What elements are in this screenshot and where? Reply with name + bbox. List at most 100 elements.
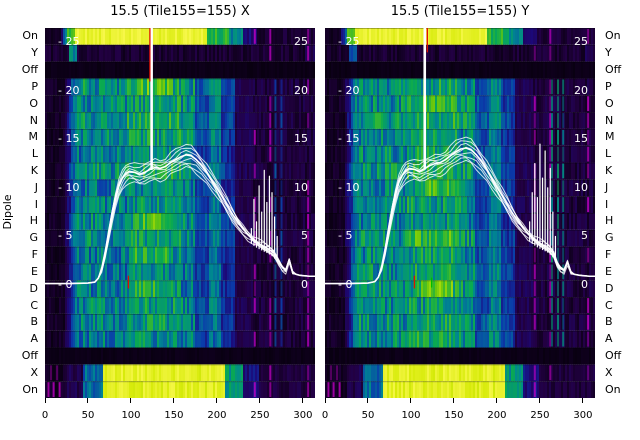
dipole-row-label-left: G <box>29 231 38 245</box>
panel-y-title: 15.5 (Tile155=155) Y <box>390 4 530 19</box>
x-tick-label: 150 <box>164 410 184 421</box>
dipole-row-label-right: Off <box>605 63 622 77</box>
x-tick-label: 100 <box>401 410 421 421</box>
x-tick-label: 0 <box>41 410 49 421</box>
dipole-row-label-left: On <box>22 382 38 396</box>
dipole-row-label-left: N <box>29 113 38 127</box>
dipole-row-label-right: F <box>605 248 612 262</box>
dipole-row-label-right: N <box>605 113 614 127</box>
x-tick-label: 300 <box>293 410 313 421</box>
x-tick-mark <box>216 398 218 403</box>
y-tick-label-left: - 5 <box>338 229 353 243</box>
y-tick-label-left: - 15 <box>338 132 360 146</box>
dipole-row-label-left: Y <box>31 46 38 60</box>
dipole-row-label-left: F <box>31 248 38 262</box>
x-tick-mark <box>130 398 132 403</box>
dipole-row-label-left: K <box>30 163 38 177</box>
dipole-row-label-right: P <box>605 79 612 93</box>
x-tick-label: 0 <box>321 410 329 421</box>
dipole-row-label-right: C <box>605 298 613 312</box>
y-tick-label-right: 0 <box>581 278 588 291</box>
dipole-row-label-left: X <box>30 365 38 379</box>
y-tick-label-left: - 15 <box>58 132 80 146</box>
x-tick-label: 150 <box>444 410 464 421</box>
y-tick-label-right: 10 <box>294 180 308 194</box>
y-tick-label-left: - 10 <box>58 180 80 194</box>
dipole-row-label-right: K <box>605 163 613 177</box>
dipole-row-label-left: Off <box>21 348 38 362</box>
y-tick-label-right: 25 <box>294 35 308 49</box>
x-tick-mark <box>410 398 412 403</box>
y-tick-label-right: 15 <box>574 132 588 146</box>
dipole-row-label-right: H <box>605 214 614 228</box>
x-tick-label: 200 <box>207 410 227 421</box>
dipole-row-label-right: G <box>605 231 614 245</box>
x-tick-mark <box>324 398 326 403</box>
y-tick-label-left: - 0 <box>58 278 73 291</box>
x-tick-mark <box>453 398 455 403</box>
dipole-row-label-right: On <box>605 29 621 43</box>
x-tick-label: 50 <box>361 410 375 421</box>
dipole-row-label-right: On <box>605 382 621 396</box>
x-tick-mark <box>496 398 498 403</box>
y-tick-label-left: - 10 <box>338 180 360 194</box>
dipole-row-label-left: On <box>22 29 38 43</box>
y-tick-label-right: 20 <box>574 83 588 97</box>
dipole-row-label-right: Off <box>605 348 622 362</box>
x-tick-mark <box>173 398 175 403</box>
y-tick-label-right: 0 <box>301 278 308 291</box>
x-tick-mark <box>44 398 46 403</box>
x-tick-mark <box>539 398 541 403</box>
x-tick-mark <box>87 398 89 403</box>
x-tick-label: 300 <box>573 410 593 421</box>
dipole-row-label-right: E <box>605 264 612 278</box>
x-tick-label: 250 <box>250 410 270 421</box>
dipole-row-label-left: M <box>28 130 39 144</box>
x-tick-label: 100 <box>121 410 141 421</box>
dipole-row-label-left: L <box>31 147 38 161</box>
y-tick-label-right: 5 <box>301 229 308 243</box>
y-tick-label-right: 20 <box>294 83 308 97</box>
dipole-row-label-left: J <box>34 180 38 194</box>
y-tick-label-right: 10 <box>574 180 588 194</box>
dipole-row-label-right: J <box>605 180 609 194</box>
y-tick-label-right: 25 <box>574 35 588 49</box>
x-tick-label: 200 <box>487 410 507 421</box>
dipole-row-label-left: C <box>30 298 38 312</box>
dipole-row-label-left: A <box>30 332 38 346</box>
x-tick-label: 250 <box>530 410 550 421</box>
dipole-row-label-right: A <box>605 332 613 346</box>
y-tick-label-left: - 25 <box>58 35 80 49</box>
y-tick-label-left: - 25 <box>338 35 360 49</box>
y-tick-label-right: 5 <box>581 229 588 243</box>
dipole-row-label-right: D <box>605 281 614 295</box>
dipole-row-labels-left: On Y Off P O N M L K J I H G F E D C B A Off X On <box>0 0 40 440</box>
dipole-row-label-right: L <box>605 147 612 161</box>
panel-x-title: 15.5 (Tile155=155) X <box>110 4 250 19</box>
dipole-row-label-right: M <box>605 130 615 144</box>
dipole-row-label-left: P <box>31 79 38 93</box>
panel-x-plot-canvas <box>45 28 315 398</box>
x-tick-mark <box>582 398 584 403</box>
dipole-row-label-right: I <box>605 197 609 211</box>
dipole-row-label-right: B <box>605 315 613 329</box>
x-tick-mark <box>302 398 304 403</box>
panel-y-plot-canvas <box>325 28 595 398</box>
dipole-row-label-left: I <box>34 197 38 211</box>
x-tick-mark <box>367 398 369 403</box>
dipole-row-label-right: O <box>605 96 614 110</box>
y-tick-label-left: - 20 <box>338 83 360 97</box>
dipole-row-label-right: X <box>605 365 613 379</box>
x-tick-label: 50 <box>81 410 95 421</box>
x-tick-mark <box>259 398 261 403</box>
dipole-row-label-left: O <box>29 96 38 110</box>
y-tick-label-left: - 0 <box>338 278 353 291</box>
dipole-row-label-left: D <box>29 281 38 295</box>
y-tick-label-left: - 20 <box>58 83 80 97</box>
dipole-row-label-right: Y <box>605 46 612 60</box>
dipole-row-labels-right: On Y Off P O N M L K J I H G F E D C B A Off X On <box>602 0 640 440</box>
dipole-row-label-left: B <box>30 315 38 329</box>
